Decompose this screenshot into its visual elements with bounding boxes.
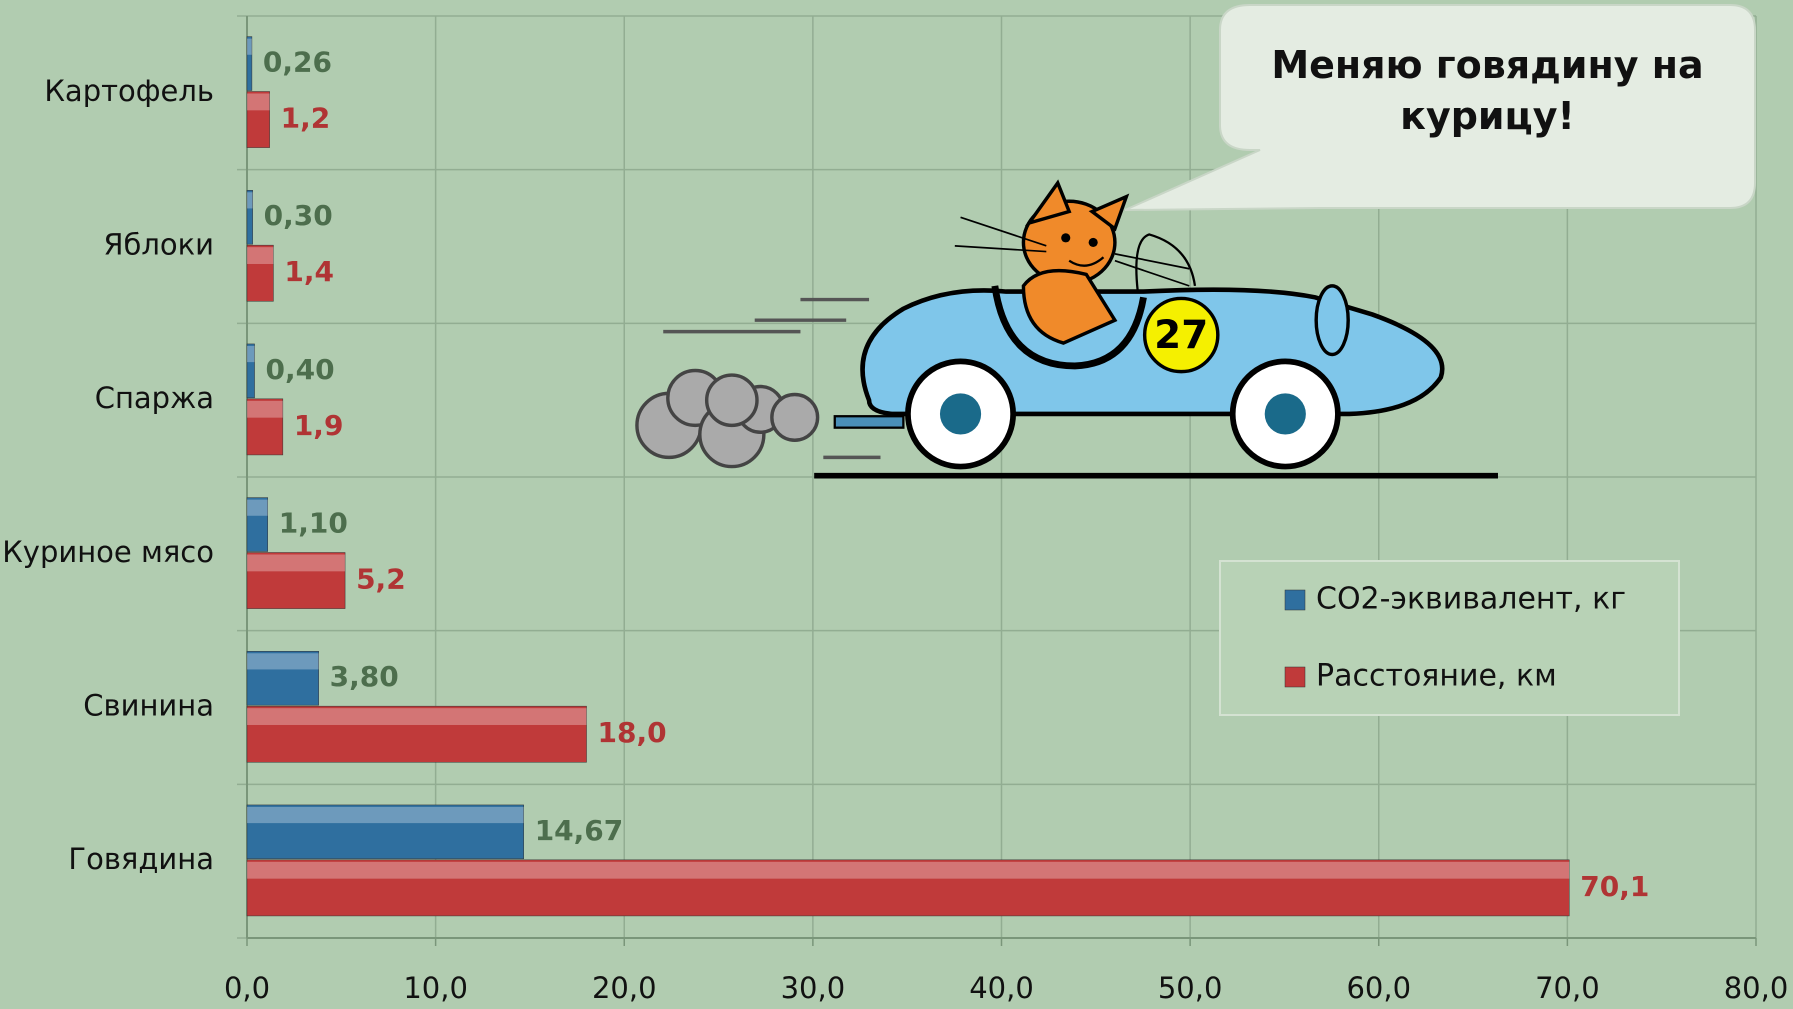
x-tick-label: 80,0 xyxy=(1724,971,1789,1005)
bar-highlight xyxy=(247,862,1569,879)
value-label: 0,40 xyxy=(266,353,335,386)
value-label: 70,1 xyxy=(1580,870,1649,903)
legend-label: CO2-эквивалент, кг xyxy=(1316,582,1626,617)
bar-highlight xyxy=(247,346,255,362)
x-tick-label: 30,0 xyxy=(781,971,846,1005)
bar-highlight xyxy=(247,192,253,208)
page: 0,0 10,0 20,0 30,0 40,0 50,0 60,0 70,0 80,0 Карто… xyxy=(0,0,1793,1009)
chart: 0,0 10,0 20,0 30,0 40,0 50,0 60,0 70,0 80,0 Карто… xyxy=(0,0,1793,1009)
bar-highlight xyxy=(247,247,273,264)
value-label: 0,30 xyxy=(264,199,333,232)
car-number: 27 xyxy=(1154,313,1208,358)
x-tick-label: 20,0 xyxy=(592,971,657,1005)
value-label: 5,2 xyxy=(356,563,406,596)
value-label: 1,9 xyxy=(294,409,344,442)
value-label: 1,2 xyxy=(281,102,331,135)
x-tick-label: 70,0 xyxy=(1535,971,1600,1005)
x-tick-label: 10,0 xyxy=(403,971,468,1005)
value-label: 14,67 xyxy=(535,814,624,847)
bar-highlight xyxy=(247,555,345,572)
bar-highlight xyxy=(247,807,524,823)
value-label: 0,26 xyxy=(263,46,332,79)
speech-text: Меняю говядину на курицу! xyxy=(1230,40,1745,143)
bar-highlight xyxy=(247,708,587,725)
value-label: 3,80 xyxy=(330,660,399,693)
legend: CO2-эквивалент, кг Расстояние, км xyxy=(1220,561,1679,715)
value-label: 1,4 xyxy=(284,255,334,288)
value-label: 18,0 xyxy=(598,716,667,749)
y-tick-label: Говядина xyxy=(68,842,214,876)
bubble-text-box: Меняю говядину на курицу! xyxy=(1230,40,1745,170)
y-tick-label: Свинина xyxy=(83,689,214,723)
y-tick-label: Яблоки xyxy=(103,228,214,262)
x-tick-label: 60,0 xyxy=(1346,971,1411,1005)
bar-highlight xyxy=(247,500,268,516)
bar-highlight xyxy=(247,653,319,669)
bar-highlight xyxy=(247,39,252,55)
value-label: 1,10 xyxy=(279,507,348,540)
x-tick-label: 50,0 xyxy=(1158,971,1223,1005)
bar-highlight xyxy=(247,401,283,418)
x-tick-label: 0,0 xyxy=(224,971,270,1005)
y-tick-label: Куриное мясо xyxy=(2,535,214,569)
y-tick-label: Спаржа xyxy=(95,381,214,415)
x-tick-label: 40,0 xyxy=(969,971,1034,1005)
legend-swatch xyxy=(1285,667,1305,687)
bar-highlight xyxy=(247,94,270,111)
y-tick-label: Картофель xyxy=(44,74,214,108)
legend-label: Расстояние, км xyxy=(1316,659,1557,694)
legend-swatch xyxy=(1285,590,1305,610)
